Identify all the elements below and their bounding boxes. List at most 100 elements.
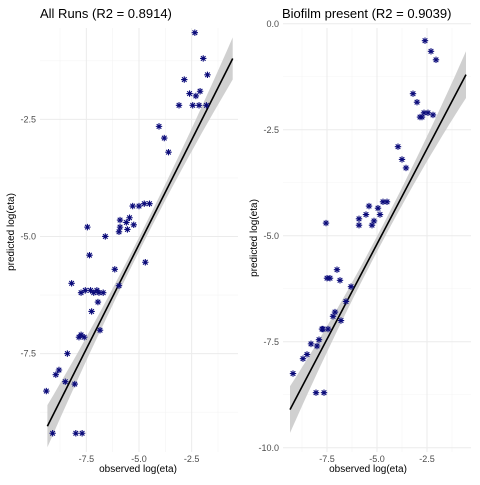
- data-point: [175, 102, 183, 109]
- data-point: [383, 198, 391, 206]
- data-point: [402, 164, 410, 172]
- data-point: [420, 109, 428, 116]
- data-point: [141, 200, 148, 207]
- data-point: [52, 371, 59, 378]
- data-point: [196, 88, 204, 95]
- data-point: [129, 202, 136, 210]
- data-point: [303, 351, 311, 358]
- data-point: [421, 37, 429, 44]
- data-point: [116, 223, 124, 231]
- data-point: [68, 280, 75, 287]
- x-axis-label: observed log(eta): [99, 464, 177, 475]
- data-point: [324, 325, 332, 333]
- data-point: [374, 205, 382, 212]
- data-point: [379, 198, 387, 206]
- data-point: [90, 289, 97, 296]
- data-point: [427, 48, 435, 55]
- data-point: [195, 102, 203, 109]
- data-point: [126, 214, 133, 221]
- data-point: [394, 143, 402, 150]
- data-point: [62, 378, 69, 385]
- data-point: [181, 76, 188, 83]
- y-tick-label: -7.5: [20, 349, 36, 359]
- data-point: [322, 219, 330, 227]
- x-axis-label: observed log(eta): [329, 464, 407, 475]
- data-point: [368, 221, 376, 229]
- data-point: [320, 389, 328, 396]
- y-tick-label: -2.5: [20, 114, 36, 124]
- data-point: [49, 430, 56, 437]
- data-point: [142, 259, 149, 266]
- data-point: [409, 90, 417, 97]
- data-point: [192, 92, 200, 100]
- panel-all-runs: All Runs (R2 = 0.8914) -7.5 -5.0 -2.5 -7.5 -…: [6, 6, 238, 475]
- data-point: [71, 380, 78, 388]
- data-point: [313, 342, 321, 350]
- data-point: [155, 123, 163, 130]
- data-point: [84, 223, 91, 231]
- data-point: [95, 289, 103, 296]
- data-point: [87, 287, 94, 294]
- fit-line: [289, 74, 467, 410]
- data-point: [115, 228, 123, 236]
- data-point: [189, 102, 196, 109]
- panel-title: All Runs (R2 = 0.8914): [40, 6, 172, 21]
- data-point: [204, 71, 211, 79]
- x-tick-label: -2.5: [184, 454, 200, 464]
- data-point: [355, 221, 363, 229]
- data-point: [77, 289, 85, 296]
- data-point: [64, 350, 71, 357]
- panel-title: Biofilm present (R2 = 0.9039): [282, 6, 451, 21]
- x-tick-label: -5.0: [131, 454, 147, 464]
- data-point: [315, 336, 323, 343]
- data-point: [55, 366, 63, 374]
- data-point: [331, 308, 339, 316]
- data-point: [161, 134, 168, 142]
- data-point: [347, 283, 355, 290]
- data-point: [370, 217, 378, 225]
- x-tick-label: -7.5: [319, 454, 335, 464]
- data-point: [333, 266, 341, 273]
- y-axis-label: predicted log(eta): [6, 193, 17, 271]
- y-axis-label: predicted log(eta): [249, 199, 260, 277]
- y-tick-label: -5.0: [20, 231, 36, 241]
- panel-biofilm-present: Biofilm present (R2 = 0.9039) -7.5 -5.0 -2…: [249, 6, 471, 475]
- x-tick-label: -2.5: [419, 454, 435, 464]
- data-point: [88, 308, 95, 315]
- data-point: [342, 298, 350, 305]
- fit-line: [46, 58, 234, 427]
- data-point: [424, 109, 432, 116]
- data-point: [337, 317, 345, 324]
- data-point: [319, 325, 327, 333]
- data-point: [355, 215, 363, 222]
- data-point: [289, 370, 297, 377]
- data-point: [418, 113, 426, 121]
- y-tick-label: -7.5: [263, 337, 279, 347]
- y-tick-label: 0.0: [266, 19, 279, 29]
- data-point: [326, 274, 334, 282]
- data-point: [99, 289, 107, 296]
- data-point: [72, 430, 80, 437]
- data-point: [432, 56, 440, 63]
- data-point: [78, 430, 86, 437]
- data-point: [135, 202, 143, 210]
- data-point: [43, 387, 50, 395]
- data-point: [307, 340, 315, 348]
- data-point: [82, 287, 89, 294]
- x-tick-label: -5.0: [369, 454, 385, 464]
- y-tick-label: -2.5: [263, 125, 279, 135]
- data-point: [96, 326, 104, 334]
- data-point: [116, 216, 124, 224]
- data-point: [146, 200, 153, 207]
- y-tick-label: -10.0: [258, 443, 279, 453]
- data-point: [81, 334, 88, 341]
- data-point: [115, 282, 123, 289]
- data-point: [130, 221, 137, 228]
- x-tick-label: -7.5: [79, 454, 95, 464]
- data-point: [77, 331, 85, 339]
- data-point: [203, 102, 210, 109]
- data-point: [186, 90, 193, 97]
- data-point: [365, 202, 373, 210]
- data-point: [336, 277, 344, 284]
